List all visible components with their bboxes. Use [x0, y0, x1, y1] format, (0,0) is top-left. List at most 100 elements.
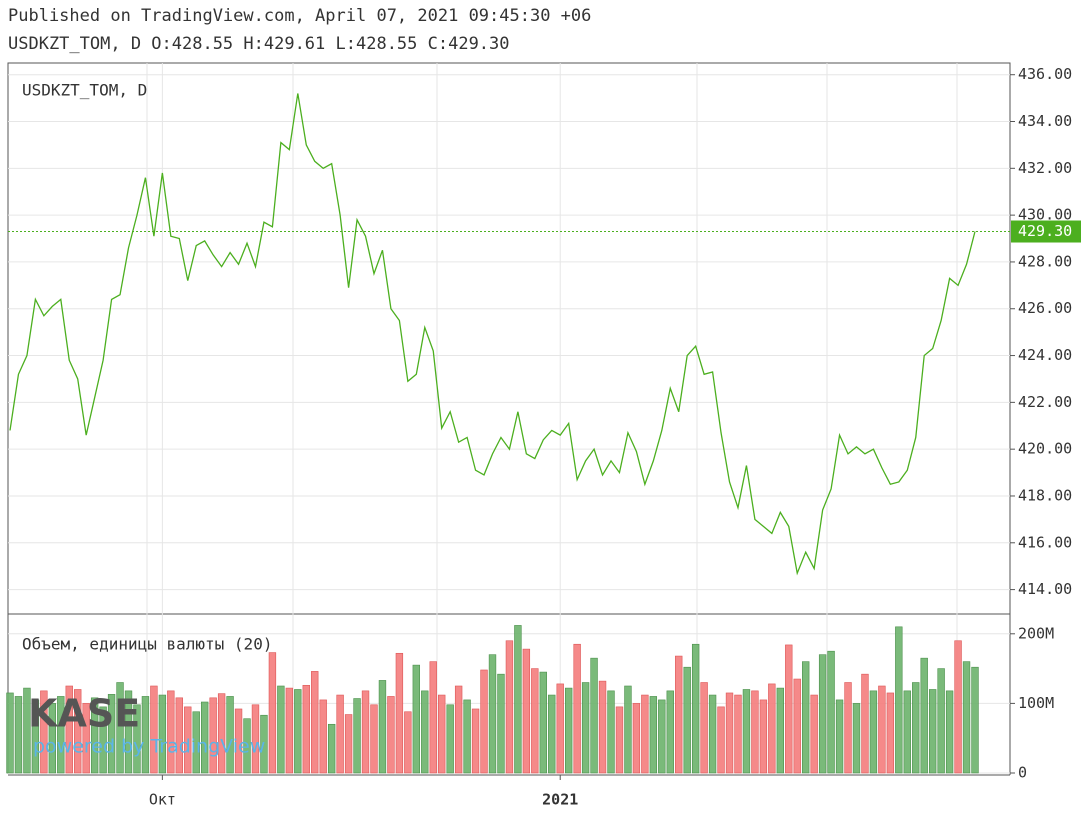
volume-bar	[869, 690, 878, 774]
volume-bar	[564, 687, 573, 774]
volume-bar	[675, 655, 683, 774]
volume-bar	[505, 640, 514, 774]
volume-bar	[23, 687, 31, 774]
volume-bar	[878, 685, 886, 774]
logo-name: KASE	[28, 692, 140, 736]
volume-bar	[785, 644, 793, 774]
y-tick-label: 414.00	[1018, 580, 1072, 598]
volume-bar	[124, 690, 133, 774]
volume-bar	[344, 714, 353, 774]
volume-bar	[776, 687, 784, 774]
volume-bar	[522, 648, 531, 774]
volume-bar	[6, 692, 14, 774]
volume-bar	[158, 694, 167, 774]
volume-bar	[463, 699, 471, 774]
y-tick-label: 418.00	[1018, 486, 1072, 504]
volume-bar	[835, 699, 844, 774]
volume-bar	[793, 678, 801, 774]
volume-bar	[311, 671, 319, 774]
y-tick-label: 434.00	[1018, 112, 1072, 130]
volume-bar	[74, 689, 82, 774]
volume-bar	[810, 694, 818, 774]
volume-bar	[378, 680, 387, 774]
volume-bar	[683, 666, 691, 774]
volume-bar	[243, 718, 251, 774]
y2-tick-label: 200M	[1018, 624, 1054, 642]
y-tick-label: 430.00	[1018, 206, 1072, 224]
volume-bar	[184, 706, 192, 774]
price-line	[9, 93, 976, 576]
logo-tagline: powered by TradingView	[33, 736, 265, 758]
volume-bar	[734, 694, 742, 774]
published-text: Published on TradingView.com, April 07, …	[8, 6, 591, 26]
volume-bar	[497, 673, 505, 774]
volume-bar	[895, 626, 903, 774]
volume-bar	[861, 673, 869, 774]
y-tick-label: 426.00	[1018, 299, 1072, 317]
volume-bar	[742, 689, 751, 774]
volume-bar	[65, 685, 73, 774]
volume-bar	[454, 685, 463, 774]
x-tick-label: 2021	[542, 791, 578, 809]
volume-bar	[471, 708, 480, 774]
volume-bar	[116, 682, 124, 774]
volume-bar	[387, 696, 395, 774]
volume-bar	[234, 708, 243, 774]
volume-bar	[954, 640, 962, 774]
volume-bar	[217, 693, 226, 774]
y-tick-label: 436.00	[1018, 65, 1072, 83]
volume-bar	[607, 690, 615, 774]
volume-bar	[82, 703, 90, 774]
volume-bar	[751, 690, 759, 774]
y-tick-label: 420.00	[1018, 440, 1072, 458]
volume-bar	[353, 698, 361, 774]
volume-bar	[133, 704, 141, 774]
volume-bar	[928, 689, 937, 774]
volume-bar	[624, 685, 632, 774]
volume-bar	[945, 690, 954, 774]
last-price-label: 429.30	[1018, 222, 1072, 240]
volume-bar	[912, 682, 920, 774]
volume-bar	[167, 690, 175, 774]
volume-bar	[480, 669, 488, 774]
volume-bar	[99, 706, 107, 774]
volume-bar	[581, 682, 590, 774]
volume-bar	[691, 643, 700, 774]
legend-volume: Объем, единицы валюты (20)	[22, 635, 272, 654]
volume-bar	[641, 694, 649, 774]
volume-bar	[404, 711, 412, 774]
volume-bar	[395, 652, 404, 774]
volume-bar	[294, 689, 302, 774]
y-tick-label: 416.00	[1018, 533, 1072, 551]
volume-bar	[886, 692, 895, 774]
volume-bar	[260, 714, 268, 774]
volume-bar	[920, 657, 928, 774]
volume-bar	[175, 697, 183, 774]
volume-bar	[192, 711, 200, 774]
volume-bar	[844, 682, 852, 774]
volume-bar	[488, 654, 497, 774]
volume-bar	[590, 657, 598, 774]
volume-bar	[548, 694, 556, 774]
volume-bar	[531, 668, 539, 774]
volume-bar	[226, 696, 234, 774]
volume-bar	[827, 650, 835, 774]
volume-bar	[658, 699, 666, 774]
ohlc-text: USDKZT_TOM, D O:428.55 H:429.61 L:428.55…	[8, 34, 510, 54]
volume-bar	[649, 696, 658, 774]
volume-bar	[268, 652, 277, 774]
volume-bar	[370, 704, 378, 774]
volume-bar	[717, 706, 725, 774]
volume-bar	[852, 703, 861, 774]
volume-bar	[903, 690, 911, 774]
volume-bar	[666, 690, 674, 774]
volume-bar	[421, 690, 429, 774]
volume-bar	[251, 704, 260, 774]
volume-bar	[31, 699, 40, 774]
volume-bar	[201, 701, 209, 774]
volume-bar	[556, 683, 564, 774]
volume-bar	[446, 704, 454, 774]
volume-bar	[539, 671, 547, 774]
y-tick-label: 432.00	[1018, 159, 1072, 177]
